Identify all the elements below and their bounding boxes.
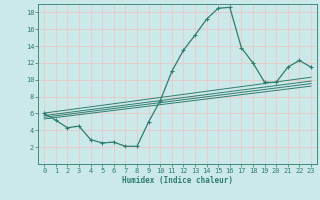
X-axis label: Humidex (Indice chaleur): Humidex (Indice chaleur) xyxy=(122,176,233,185)
